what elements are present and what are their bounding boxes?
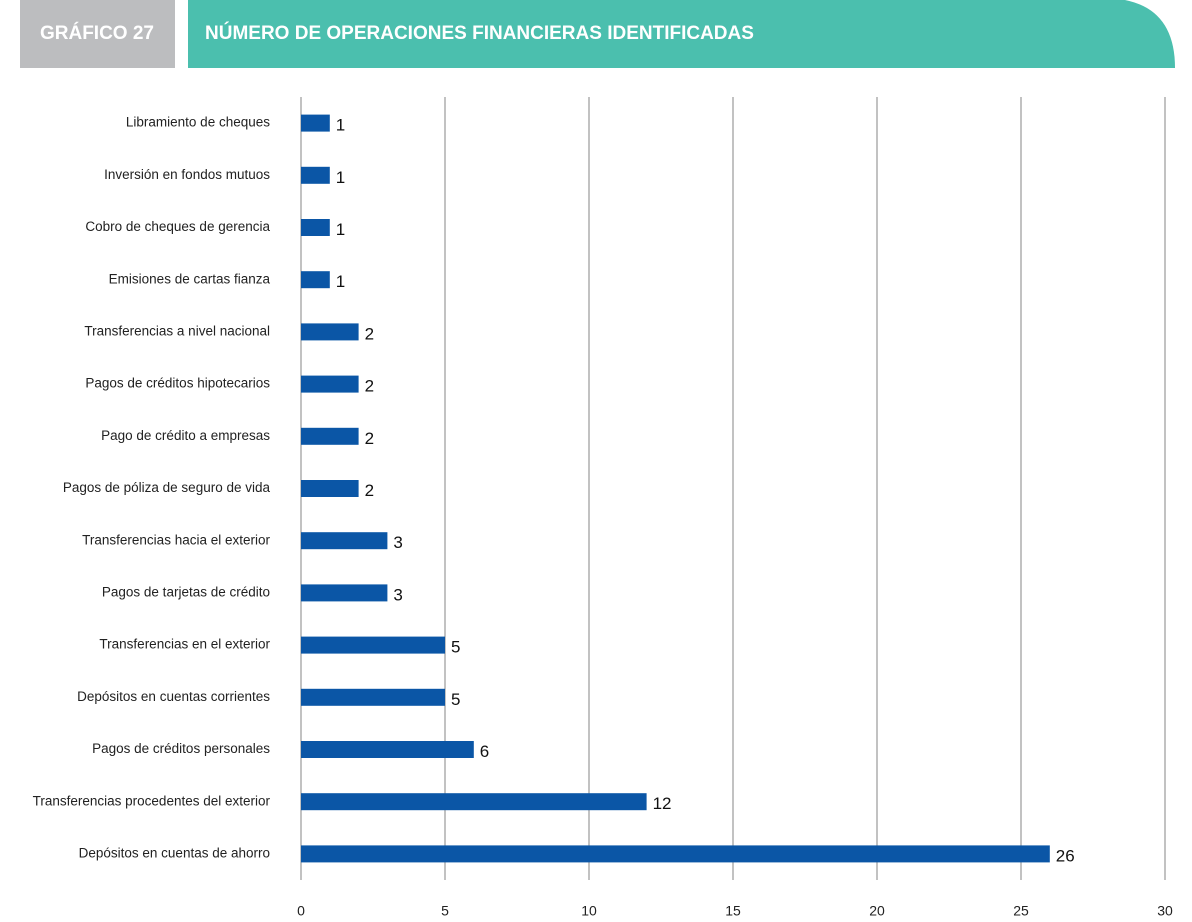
bar bbox=[301, 323, 359, 341]
value-label: 2 bbox=[365, 377, 374, 396]
category-label: Depósitos en cuentas corrientes bbox=[77, 689, 270, 704]
bar bbox=[301, 688, 445, 706]
value-label: 1 bbox=[336, 168, 345, 187]
bar bbox=[301, 375, 359, 393]
category-label: Depósitos en cuentas de ahorro bbox=[79, 845, 270, 860]
category-label: Transferencias a nivel nacional bbox=[84, 323, 270, 338]
number-box bbox=[20, 0, 175, 68]
bar bbox=[301, 845, 1050, 863]
category-label: Pagos de créditos hipotecarios bbox=[85, 376, 270, 391]
value-label: 1 bbox=[336, 116, 345, 135]
value-label: 26 bbox=[1056, 846, 1075, 865]
x-tick-label: 30 bbox=[1157, 903, 1173, 919]
chart-title: NÚMERO DE OPERACIONES FINANCIERAS IDENTI… bbox=[205, 22, 754, 44]
x-tick-label: 15 bbox=[725, 903, 741, 919]
bar bbox=[301, 636, 445, 654]
category-label: Inversión en fondos mutuos bbox=[104, 167, 270, 182]
category-label: Libramiento de cheques bbox=[126, 115, 270, 130]
category-label: Pago de crédito a empresas bbox=[101, 428, 270, 443]
value-label: 3 bbox=[393, 533, 402, 552]
category-label: Transferencias procedentes del exterior bbox=[33, 793, 271, 808]
x-tick-label: 10 bbox=[581, 903, 597, 919]
bar bbox=[301, 532, 388, 550]
x-tick-label: 0 bbox=[297, 903, 305, 919]
value-label: 3 bbox=[393, 585, 402, 604]
value-label: 2 bbox=[365, 324, 374, 343]
category-label: Transferencias hacia el exterior bbox=[82, 532, 270, 547]
category-label: Cobro de cheques de gerencia bbox=[85, 219, 270, 234]
category-label: Pagos de créditos personales bbox=[92, 741, 270, 756]
bar bbox=[301, 219, 330, 236]
x-tick-label: 25 bbox=[1013, 903, 1029, 919]
value-label: 2 bbox=[365, 481, 374, 500]
bar bbox=[301, 427, 359, 445]
value-label: 6 bbox=[480, 742, 489, 761]
bar bbox=[301, 480, 359, 497]
value-label: 1 bbox=[336, 220, 345, 239]
category-label: Pagos de póliza de seguro de vida bbox=[63, 480, 271, 495]
bar bbox=[301, 584, 388, 602]
category-label: Transferencias en el exterior bbox=[99, 637, 270, 652]
value-label: 2 bbox=[365, 429, 374, 448]
value-label: 5 bbox=[451, 638, 460, 657]
value-label: 5 bbox=[451, 690, 460, 709]
bar bbox=[301, 166, 330, 184]
bar bbox=[301, 741, 474, 758]
bar bbox=[301, 271, 330, 289]
x-tick-label: 5 bbox=[441, 903, 449, 919]
chart-number: GRÁFICO 27 bbox=[40, 22, 154, 44]
value-label: 1 bbox=[336, 272, 345, 291]
bar bbox=[301, 793, 647, 811]
value-label: 12 bbox=[653, 794, 672, 813]
x-tick-label: 20 bbox=[869, 903, 885, 919]
bar bbox=[301, 114, 330, 132]
title-box bbox=[188, 0, 1175, 68]
category-label: Pagos de tarjetas de crédito bbox=[102, 584, 270, 599]
category-label: Emisiones de cartas fianza bbox=[109, 271, 271, 286]
